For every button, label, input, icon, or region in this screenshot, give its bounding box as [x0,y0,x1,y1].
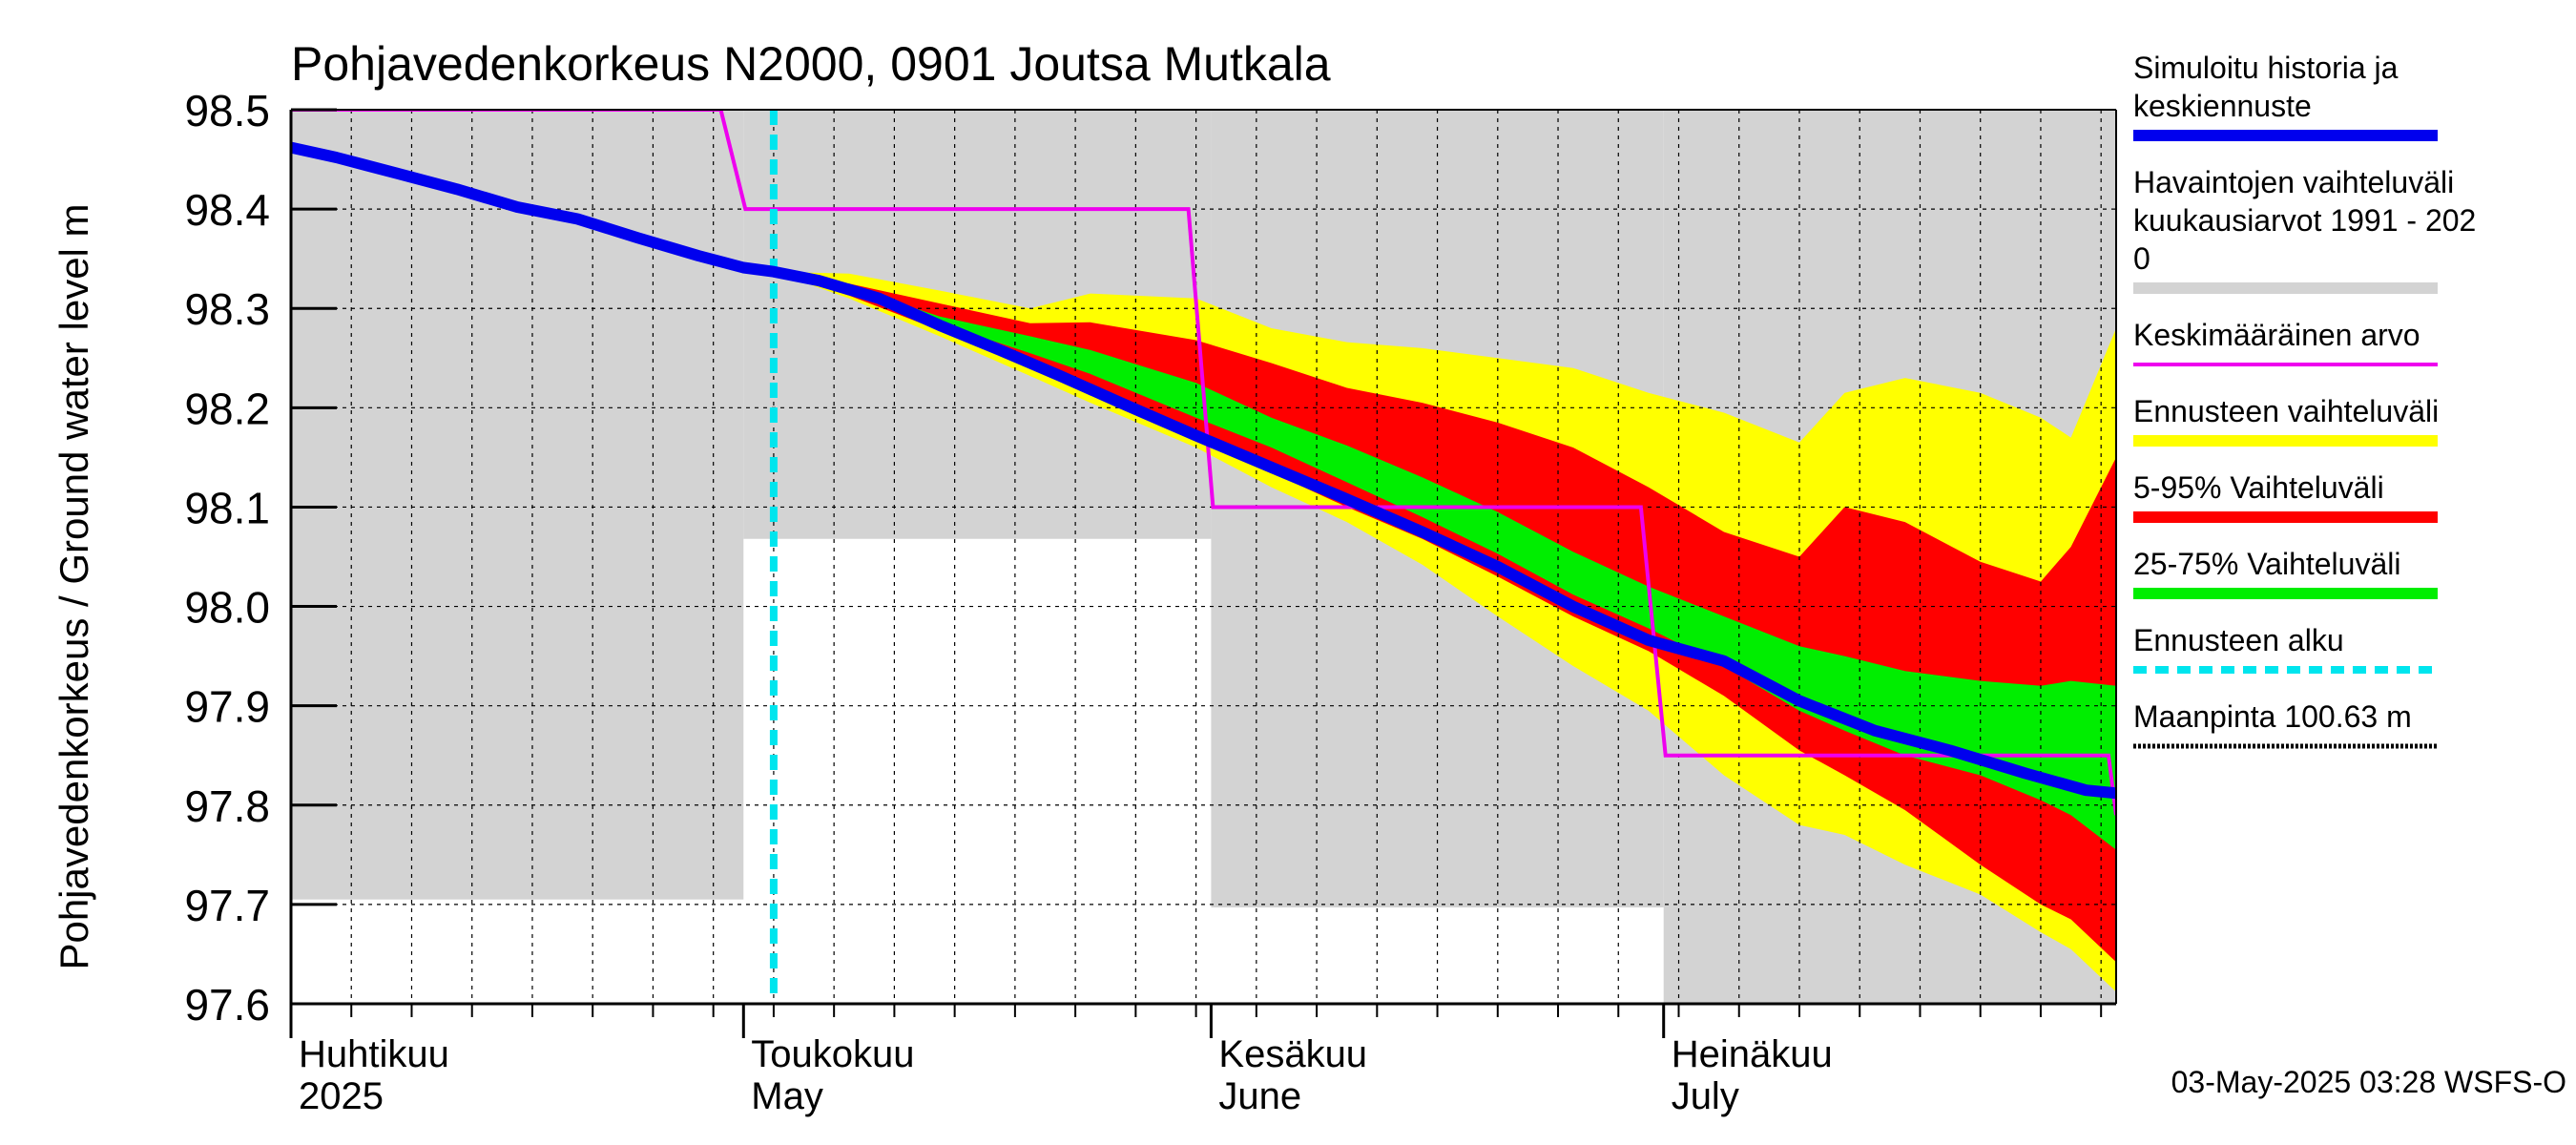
x-month-label-en: June [1218,1075,1301,1117]
legend-label-forecast_start: Ennusteen alku [2133,623,2344,657]
band-5-95 [773,271,2116,963]
x-month-label-fi: Kesäkuu [1218,1033,1367,1075]
y-tick-label-98.2: 98.2 [184,384,270,433]
y-tick-label-98.3: 98.3 [184,284,270,334]
y-tick-label-98.5: 98.5 [184,86,270,135]
legend-label-median: keskiennuste [2133,89,2312,123]
x-month-label-fi: Huhtikuu [299,1033,449,1075]
legend-label-mean: Keskimääräinen arvo [2133,318,2420,352]
y-tick-label-98.0: 98.0 [184,583,270,633]
axes: 97.6 97.7 97.8 97.9 98.0 98.1 98.2 98.3 98.4 98.5… [184,86,2117,1117]
y-tick-label-98.1: 98.1 [184,483,270,532]
y-tick-label-98.4: 98.4 [184,185,270,235]
x-month-label-en: July [1672,1075,1739,1117]
legend: Simuloitu historia ja keskiennuste Havaint… [2133,51,2476,749]
median-line [291,141,2116,800]
legend-label-ground: Maanpinta 100.63 m [2133,699,2412,734]
y-tick-label-97.6: 97.6 [184,980,270,1030]
legend-label-observed_range: Havaintojen vaihteluväli [2133,165,2454,199]
y-tick-label-97.7: 97.7 [184,881,270,930]
observed-range-2025-04 [291,110,744,900]
plot-clip-group [291,110,2116,1004]
x-month-label-fi: Toukokuu [751,1033,914,1075]
legend-label-observed_range: kuukausiarvot 1991 - 202 [2133,203,2476,238]
legend-label-p25_75: 25-75% Vaihteluväli [2133,547,2400,581]
x-month-label-en: May [751,1075,823,1117]
mean-line [291,110,2116,816]
legend-label-forecast_range: Ennusteen vaihteluväli [2133,394,2439,428]
forecast-range-band [773,271,2116,992]
plot-area [291,110,2116,1004]
y-tick-label-97.8: 97.8 [184,781,270,831]
x-month-label-fi: Heinäkuu [1672,1033,1833,1075]
legend-label-p5_95: 5-95% Vaihteluväli [2133,470,2384,505]
chart-title: Pohjavedenkorkeus N2000, 0901 Joutsa Mut… [291,37,1331,91]
x-month-label-en: 2025 [299,1075,384,1117]
y-tick-label-97.9: 97.9 [184,682,270,732]
legend-label-observed_range: 0 [2133,241,2150,276]
legend-label-median: Simuloitu historia ja [2133,51,2399,85]
grid-lines [291,110,2116,1004]
y-axis-label: Pohjavedenkorkeus / Ground water level m [52,203,96,969]
footer-timestamp: 03-May-2025 03:28 WSFS-O [2171,1065,2566,1099]
